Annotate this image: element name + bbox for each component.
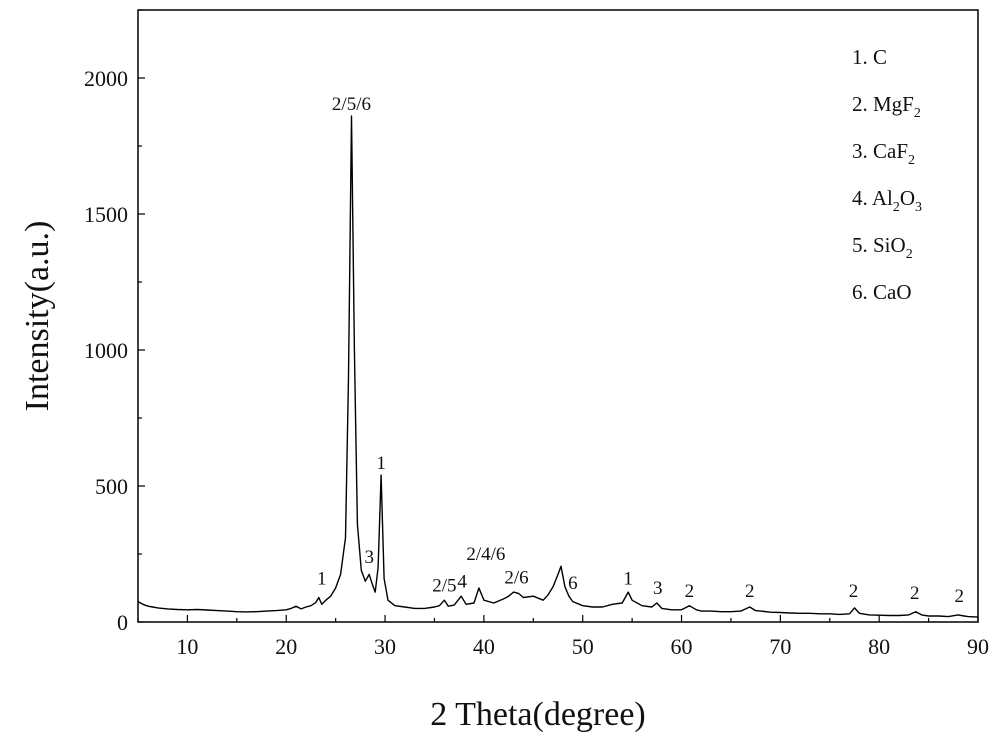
x-tick-label: 60 — [671, 634, 693, 659]
peak-label: 2 — [954, 586, 964, 607]
x-axis-title: 2 Theta(degree) — [430, 696, 646, 733]
peak-label: 3 — [653, 578, 663, 599]
peak-label: 2/4/6 — [466, 544, 505, 565]
x-tick-label: 80 — [868, 634, 890, 659]
peak-label: 1 — [623, 569, 633, 590]
x-tick-label: 70 — [769, 634, 791, 659]
peak-label: 2 — [849, 581, 859, 602]
x-tick-label: 20 — [275, 634, 297, 659]
x-tick-label: 30 — [374, 634, 396, 659]
y-tick-label: 1000 — [84, 338, 128, 363]
peak-label: 2/5/6 — [332, 94, 371, 115]
x-tick-label: 40 — [473, 634, 495, 659]
peak-label: 3 — [364, 547, 374, 568]
legend-entry: 1. C — [852, 45, 887, 69]
x-tick-label: 90 — [967, 634, 989, 659]
peak-label: 1 — [317, 569, 327, 590]
legend-entry: 4. Al2O3 — [852, 186, 922, 215]
y-tick-label: 500 — [95, 474, 128, 499]
peak-label: 2 — [685, 581, 695, 602]
y-axis-title: Intensity(a.u.) — [19, 221, 56, 412]
legend-entry: 2. MgF2 — [852, 92, 921, 121]
legend-entry: 3. CaF2 — [852, 139, 915, 168]
y-tick-label: 2000 — [84, 66, 128, 91]
legend-entry: 6. CaO — [852, 280, 912, 304]
y-tick-label: 0 — [117, 610, 128, 635]
peak-label: 2 — [745, 581, 755, 602]
y-tick-label: 1500 — [84, 202, 128, 227]
peak-label: 2/5 — [432, 576, 456, 597]
x-tick-label: 10 — [176, 634, 198, 659]
x-tick-label: 50 — [572, 634, 594, 659]
peak-label: 4 — [457, 571, 467, 592]
peak-label: 2 — [910, 583, 920, 604]
peak-label: 1 — [376, 453, 386, 474]
peak-label: 2/6 — [504, 567, 528, 588]
legend-entry: 5. SiO2 — [852, 233, 913, 262]
peak-label: 6 — [568, 573, 578, 594]
